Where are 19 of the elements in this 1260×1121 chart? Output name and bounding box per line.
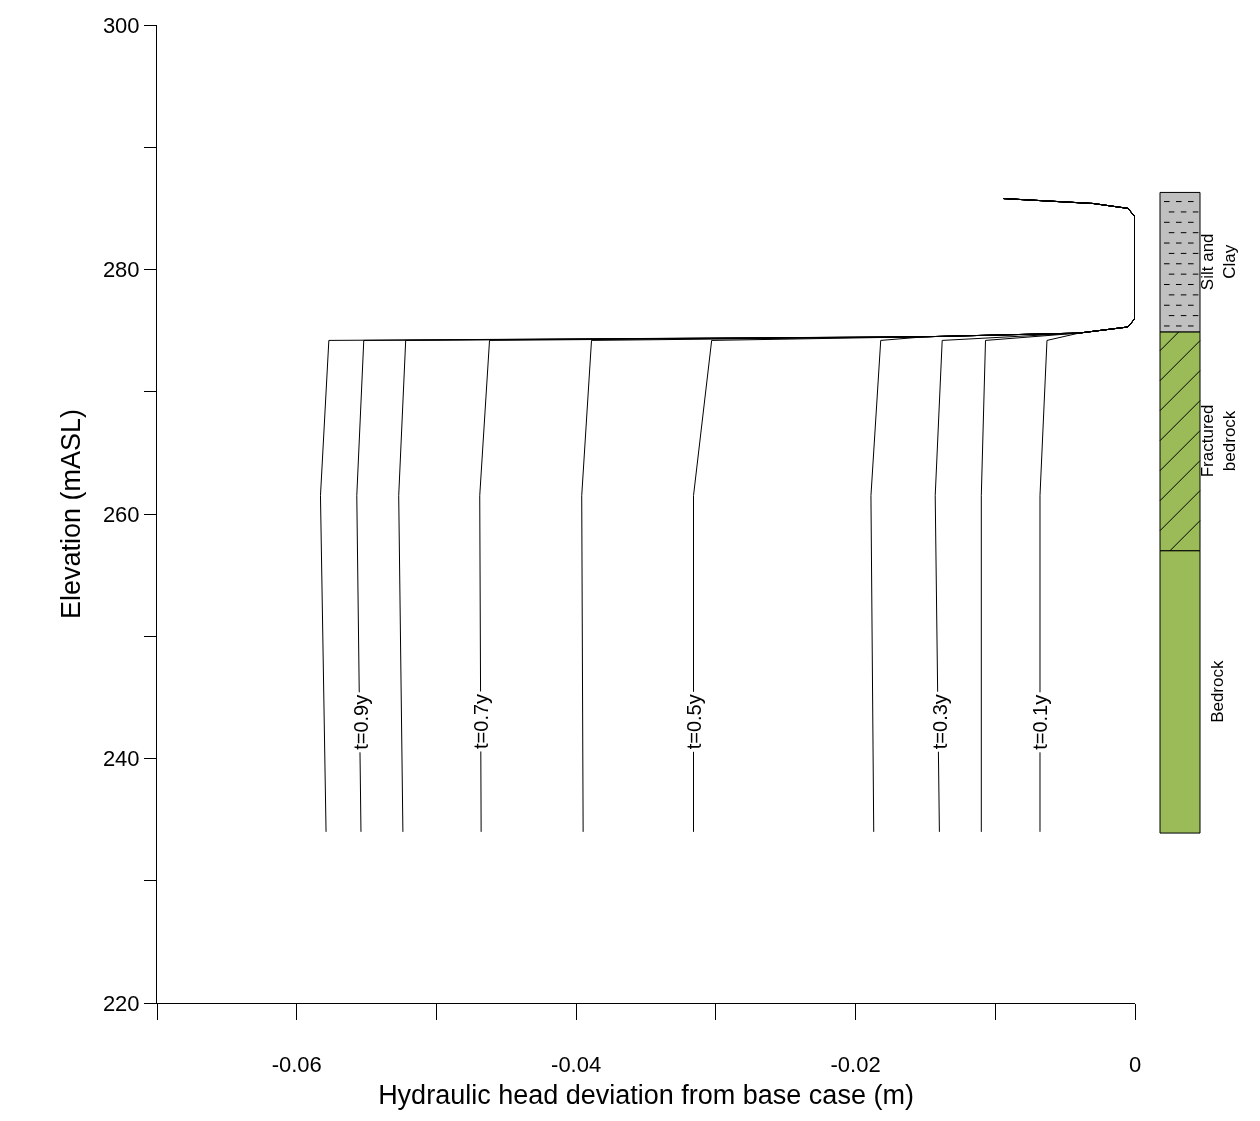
text: Silt and Clay [1197,233,1239,291]
y-axis-title: Elevation (mASL) [55,408,86,620]
x-tick-label: -0.02 [830,1052,881,1078]
annotation: t=0.1y [1029,694,1052,750]
y-tick-label: 260 [102,501,140,527]
y-tick-label: 280 [102,257,140,283]
text: Fractured bedrock [1197,404,1239,478]
y-tick-label: 300 [102,12,140,38]
annotation: t=0.7y [470,693,493,749]
x-tick-label: -0.06 [271,1052,322,1078]
y-tick-label: 240 [102,746,140,772]
x-tick-label: -0.04 [551,1052,602,1078]
text: Bedrock [1208,660,1228,723]
annotation: t=0.5y [682,694,705,750]
x-tick-label: 0 [1128,1052,1142,1078]
annotation: t=0.3y [928,694,951,750]
x-axis-title: Hydraulic head deviation from base case (m) [378,1079,914,1110]
y-tick-label: 220 [102,990,140,1016]
annotation: t=0.9y [350,694,373,750]
